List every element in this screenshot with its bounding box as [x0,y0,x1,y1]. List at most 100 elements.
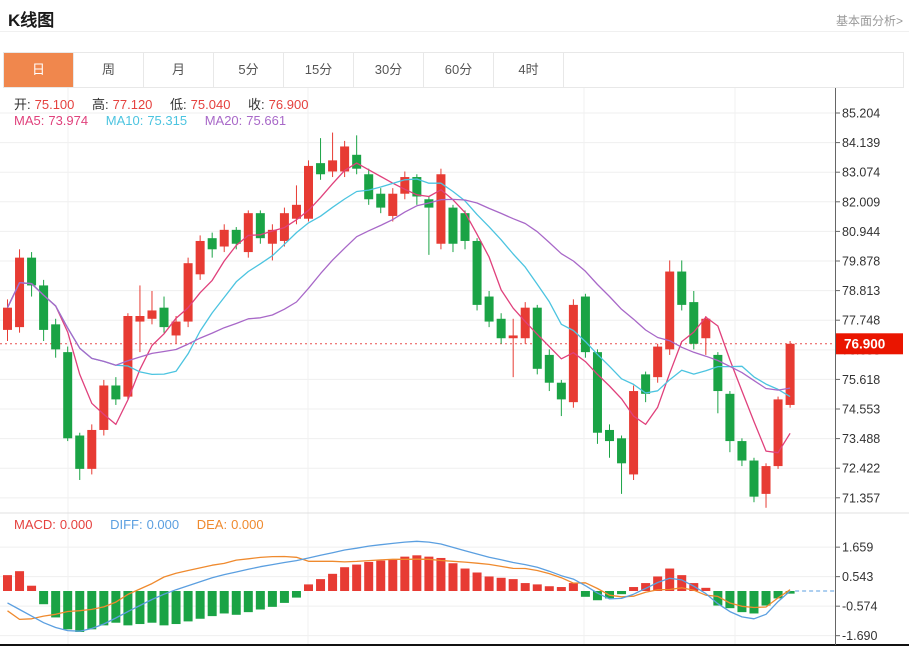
macd-bar [159,591,169,626]
macd-bar [641,583,651,591]
macd-axis-label: -1.690 [842,629,877,643]
macd-bar [39,591,49,605]
candle-up [436,174,446,244]
macd-bar [484,576,494,591]
candle-down [111,385,121,400]
candle-down [51,324,61,350]
candle-down [641,374,651,394]
macd-bar [592,591,602,601]
header-divider [0,31,909,32]
candle-down [412,177,422,197]
tab-week[interactable]: 周 [74,53,144,87]
candle-down [496,318,506,339]
ma10-line [6,178,791,398]
candle-up [243,213,253,253]
macd-bar [279,591,289,603]
dea-line [7,555,791,621]
macd-bar [352,564,362,591]
macd-bar [773,591,783,599]
tab-5min[interactable]: 5分 [214,53,284,87]
ma20-value: 75.661 [246,113,287,128]
macd-bar [87,591,97,630]
macd-bar [376,560,386,591]
candle-down [725,393,735,442]
diff-line [7,540,791,632]
price-axis-label: 79.878 [842,255,880,269]
macd-bar [701,587,711,591]
ohlc-legend: 开: 75.100 高: 77.120 低: 75.040 收: 76.900 [14,94,312,113]
ma10-value: 75.315 [147,113,188,128]
macd-bar [448,563,458,591]
macd-bar [412,555,422,591]
candle-up [219,229,229,247]
macd-label: MACD: [14,517,56,532]
price-axis-label: 71.357 [842,491,880,505]
tab-month[interactable]: 月 [144,53,214,87]
candle-down [544,354,554,383]
macd-bar [532,584,542,591]
macd-bar [147,591,157,623]
candle-down [159,307,169,328]
macd-bar [231,591,241,615]
macd-bar [460,568,470,591]
fundamental-analysis-link[interactable]: 基本面分析> [835,14,903,28]
candle-down [713,354,723,392]
candle-down [605,429,614,442]
period-tabbar: 日周月 5分 15分 30分 60分 4时 [3,52,904,88]
macd-bar [568,583,578,591]
candle-up [328,160,338,172]
diff-value: 0.000 [146,517,180,532]
macd-bar [316,579,326,591]
candle-down [737,441,747,461]
macd-bar [75,591,85,632]
candle-down [316,163,326,175]
candle-down [39,285,49,330]
tab-15min[interactable]: 15分 [284,53,354,87]
ma5-value: 73.974 [48,113,89,128]
macd-bar [3,575,12,591]
macd-bar [725,591,735,609]
candle-up [568,304,578,403]
candle-down [460,213,470,241]
candle-down [749,460,759,497]
ma10-label: MA10: [105,113,144,128]
candle-up [123,316,133,397]
macd-bar [243,591,253,613]
page-title: K线图 [8,11,55,30]
tab-30min[interactable]: 30分 [354,53,424,87]
candle-up [147,310,157,319]
tab-day[interactable]: 日 [4,53,74,87]
candle-up [304,165,313,219]
candle-up [291,204,301,219]
candle-up [785,343,795,405]
price-axis-label: 82.009 [842,195,880,209]
candle-up [3,307,12,330]
macd-bar [496,577,506,591]
macd-bar [267,591,277,607]
macd-bar [580,591,590,597]
macd-bar [195,591,205,619]
candle-down [255,213,265,239]
candle-down [677,271,687,305]
macd-bar [207,591,217,617]
tab-60min[interactable]: 60分 [424,53,494,87]
ma5-label: MA5: [14,113,45,128]
candle-down [231,229,241,244]
price-axis-label: 72.422 [842,462,880,476]
candle-up [653,346,663,378]
candle-up [761,466,771,494]
price-axis-label: 74.553 [842,403,880,417]
candle-up [267,229,277,244]
high-label: 高: [92,97,109,112]
macd-bar [219,591,229,614]
macd-bar [111,591,121,623]
macd-bar [400,556,410,591]
macd-bar [135,591,145,625]
tab-4hour[interactable]: 4时 [494,53,564,87]
macd-bar [364,561,374,591]
macd-bar [171,591,181,625]
macd-bar [677,575,687,591]
macd-bar [99,591,109,626]
macd-axis-label: -0.574 [842,600,877,614]
